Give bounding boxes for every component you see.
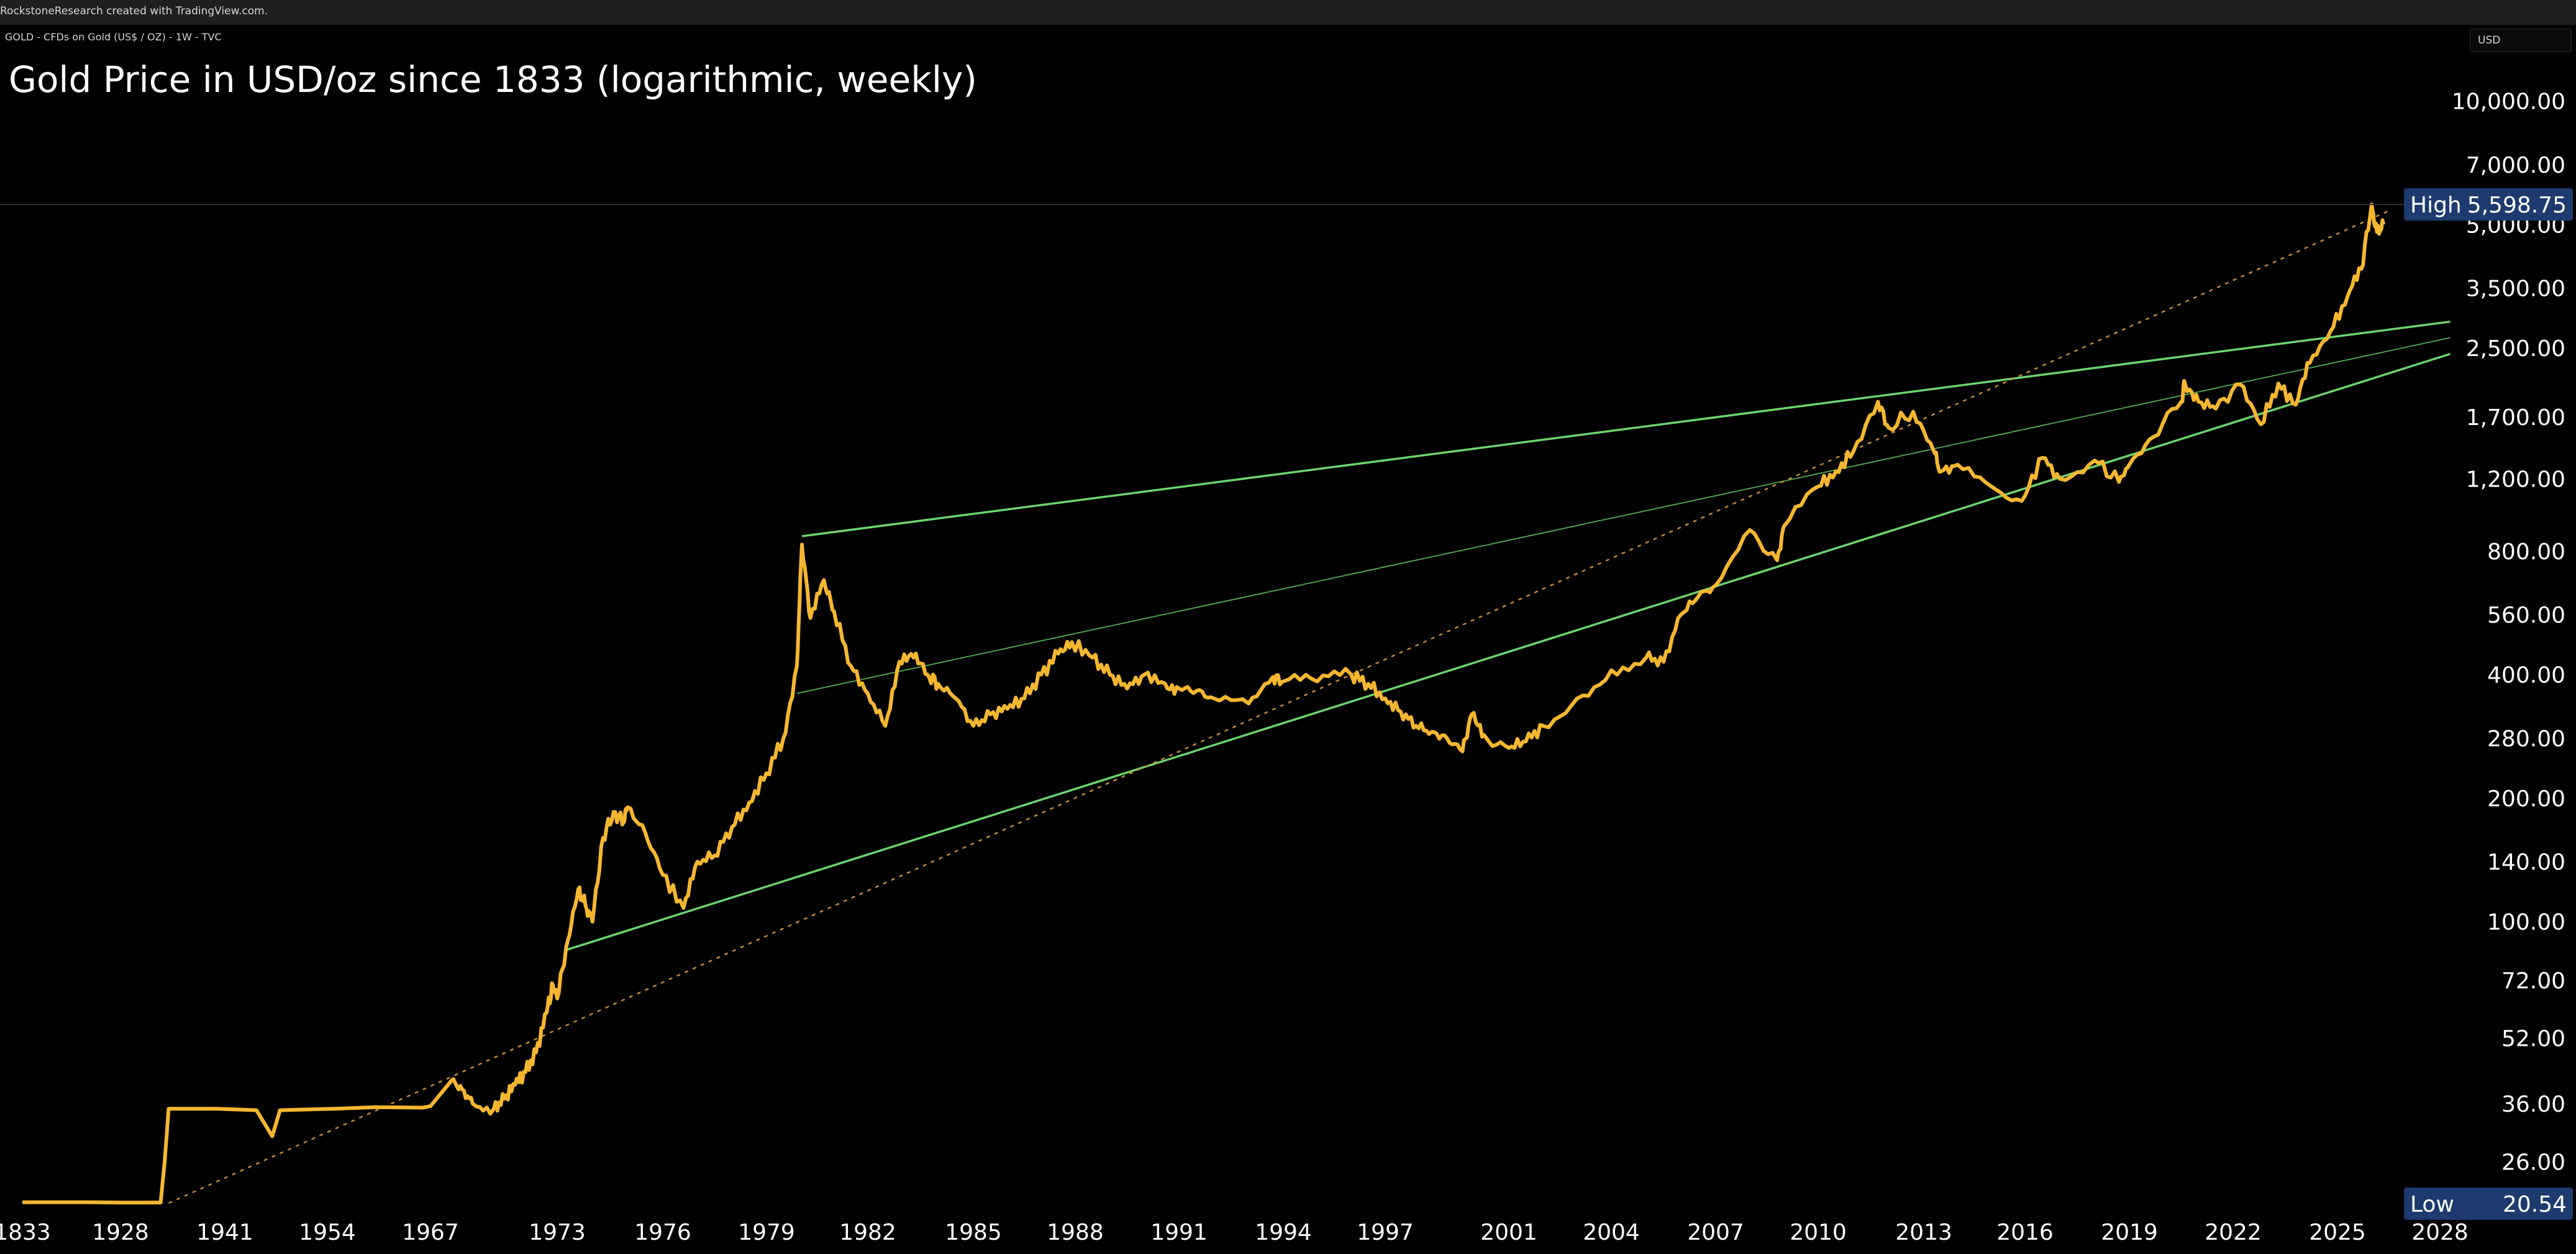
- x-tick-label: 2004: [1583, 1220, 1640, 1245]
- y-axis: 10,000.007,000.005,000.003,500.002,500.0…: [2452, 89, 2565, 1176]
- x-tick-label: 2025: [2309, 1220, 2366, 1245]
- y-tick-label: 7,000.00: [2466, 153, 2565, 178]
- x-tick-label: 1967: [402, 1220, 459, 1245]
- y-tick-label: 10,000.00: [2452, 89, 2565, 115]
- x-tick-label: 1954: [299, 1220, 356, 1245]
- x-tick-label: 2001: [1480, 1220, 1537, 1245]
- low-badge: Low 20.54: [2404, 1188, 2573, 1220]
- trendline-3: [796, 337, 2451, 694]
- trendline-4: [168, 210, 2390, 1204]
- x-tick-label: 1988: [1047, 1220, 1104, 1245]
- x-tick-label: 1994: [1255, 1220, 1312, 1245]
- symbol-legend: GOLD - CFDs on Gold (US$ / OZ) - 1W - TV…: [5, 31, 222, 43]
- trendline-2: [563, 352, 2451, 952]
- x-axis: 1833 1928 1941 1954 1967 1973 1976 1979 1982 1985…: [0, 1220, 2469, 1245]
- x-tick-label: 2019: [2101, 1220, 2158, 1245]
- chart-title: Gold Price in USD/oz since 1833 (logarit…: [9, 58, 977, 101]
- trendlines-layer: [168, 210, 2451, 1204]
- y-tick-label: 26.00: [2501, 1150, 2565, 1175]
- y-tick-label: 52.00: [2501, 1027, 2565, 1052]
- high-badge: High 5,598.75: [2404, 188, 2573, 221]
- x-tick-label: 1979: [738, 1220, 795, 1245]
- top-toolbar: RockstoneResearch created with TradingVi…: [0, 0, 2576, 25]
- high-badge-value: 5,598.75: [2467, 193, 2567, 218]
- high-badge-label: High: [2410, 193, 2462, 218]
- x-tick-label: 1976: [634, 1220, 691, 1245]
- y-tick-label: 200.00: [2487, 786, 2565, 812]
- y-tick-label: 36.00: [2501, 1092, 2565, 1117]
- x-tick-label: 2007: [1687, 1220, 1744, 1245]
- y-tick-label: 3,500.00: [2466, 277, 2565, 302]
- x-tick-label: 1997: [1357, 1220, 1414, 1245]
- x-tick-label: 2013: [1895, 1220, 1952, 1245]
- x-tick-label: 1991: [1150, 1220, 1208, 1245]
- y-tick-label: 100.00: [2487, 910, 2565, 935]
- credit-text: RockstoneResearch created with TradingVi…: [0, 5, 268, 17]
- y-tick-label: 1,700.00: [2466, 405, 2565, 431]
- x-tick-label: 1928: [92, 1220, 149, 1245]
- price-badges: High 5,598.75 Low 20.54: [0, 188, 2573, 1220]
- low-badge-label: Low: [2410, 1192, 2454, 1217]
- y-tick-label: 280.00: [2487, 726, 2565, 752]
- y-tick-label: 1,200.00: [2466, 467, 2565, 493]
- low-badge-value: 20.54: [2503, 1192, 2567, 1217]
- x-tick-label: 2010: [1790, 1220, 1847, 1245]
- y-tick-label: 400.00: [2487, 663, 2565, 689]
- trendline-1: [801, 320, 2451, 538]
- y-tick-label: 2,500.00: [2466, 336, 2565, 362]
- y-tick-label: 72.00: [2501, 968, 2565, 994]
- y-tick-label: 560.00: [2487, 603, 2565, 628]
- gold-price-line: [22, 203, 2386, 1205]
- currency-label: USD: [2478, 34, 2501, 47]
- x-tick-label: 1833: [0, 1220, 51, 1245]
- series-layer: [22, 203, 2386, 1205]
- x-tick-label: 2016: [1996, 1220, 2054, 1245]
- x-tick-label: 2022: [2205, 1220, 2262, 1245]
- x-tick-label: 1985: [945, 1220, 1002, 1245]
- x-tick-label: 1982: [839, 1220, 896, 1245]
- x-tick-label: 1941: [196, 1220, 253, 1245]
- x-tick-label: 1973: [529, 1220, 586, 1245]
- currency-selector[interactable]: USD: [2470, 29, 2572, 52]
- y-tick-label: 800.00: [2487, 539, 2565, 565]
- y-tick-label: 140.00: [2487, 850, 2565, 876]
- x-tick-label: 2028: [2411, 1220, 2469, 1245]
